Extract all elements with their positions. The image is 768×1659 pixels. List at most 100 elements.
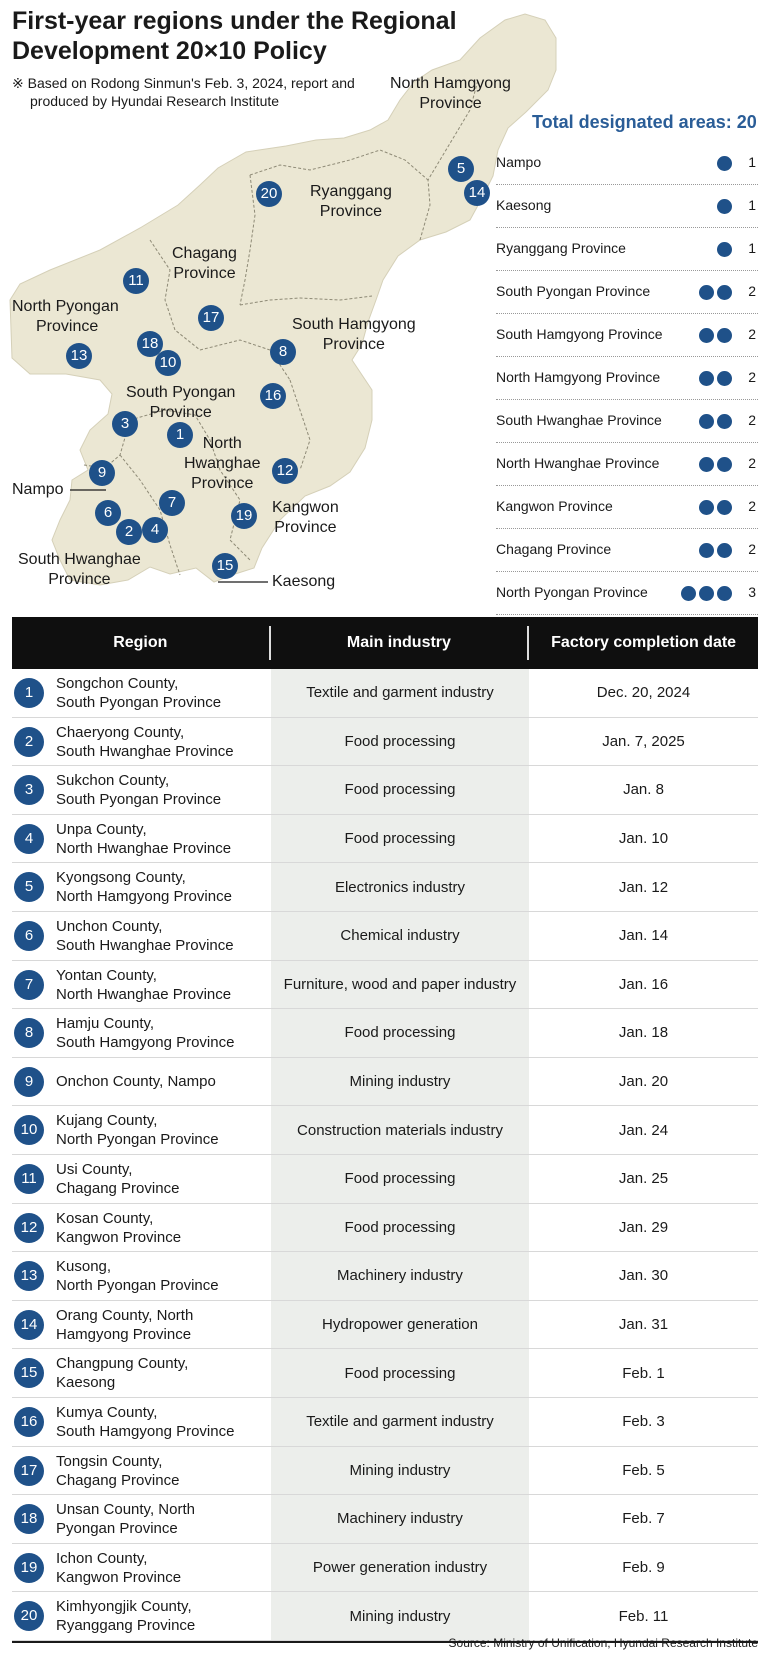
row-region-line: Kimhyongjik County,: [56, 1598, 192, 1615]
label-kaesong: Kaesong: [272, 572, 335, 592]
row-region-line: Ichon County,: [56, 1550, 147, 1567]
map-marker: 12: [272, 458, 298, 484]
row-region-line: South Hamgyong Province: [56, 1423, 234, 1440]
table-row: 8 Hamju County, South Hamgyong Province Foo…: [12, 1009, 758, 1058]
map-marker: 18: [137, 331, 163, 357]
tally-count: 1: [748, 240, 756, 256]
tally-dot: [717, 285, 732, 300]
table-row: 18 Unsan County, North Pyongan Province Mac…: [12, 1495, 758, 1544]
table-row: 12 Kosan County, Kangwon Province Food proc…: [12, 1204, 758, 1253]
row-number-badge: 6: [14, 921, 44, 951]
header-main-industry: Main industry: [271, 634, 528, 652]
map-marker: 1: [167, 422, 193, 448]
tally-row: South Pyongan Province 2: [496, 271, 758, 314]
map-marker: 4: [142, 517, 168, 543]
tally-dots: [699, 414, 732, 429]
row-region-line: Kosan County,: [56, 1210, 153, 1227]
label-kangwon: Kangwon Province: [272, 498, 339, 538]
tally-dots: [699, 543, 732, 558]
row-completion-date: Jan. 14: [529, 912, 758, 960]
row-main-industry: Food processing: [271, 1009, 529, 1057]
row-region-line: Unchon County,: [56, 918, 162, 935]
map-marker: 7: [159, 490, 185, 516]
row-completion-date: Feb. 1: [529, 1349, 758, 1397]
map-marker: 3: [112, 411, 138, 437]
table-row: 5 Kyongsong County, North Hamgyong Provinc…: [12, 863, 758, 912]
row-region-line: Hamgyong Province: [56, 1326, 191, 1343]
row-main-industry: Food processing: [271, 1204, 529, 1252]
row-region-line: Changpung County,: [56, 1355, 188, 1372]
table-row: 2 Chaeryong County, South Hwanghae Provinc…: [12, 718, 758, 767]
row-completion-date: Feb. 3: [529, 1398, 758, 1446]
row-region: Unsan County, North Pyongan Province: [56, 1500, 276, 1538]
row-region: Orang County, North Hamgyong Province: [56, 1306, 276, 1344]
row-region-line: Hamju County,: [56, 1015, 154, 1032]
tally-dots: [717, 156, 732, 171]
row-region-line: Kusong,: [56, 1258, 111, 1275]
row-region-line: Ryanggang Province: [56, 1617, 195, 1634]
tally-count: 2: [748, 283, 756, 299]
tally-dot: [699, 586, 714, 601]
row-region: Onchon County, Nampo: [56, 1072, 276, 1091]
table-row: 14 Orang County, North Hamgyong Province Hy…: [12, 1301, 758, 1350]
tally-count: 2: [748, 498, 756, 514]
tally-dot: [717, 414, 732, 429]
tally-row: Kangwon Province 2: [496, 486, 758, 529]
row-region-line: Kyongsong County,: [56, 869, 186, 886]
label-ryanggang: Ryanggang Province: [310, 182, 392, 222]
table-row: 3 Sukchon County, South Pyongan Province Fo…: [12, 766, 758, 815]
tally-row: South Hamgyong Province 2: [496, 314, 758, 357]
row-region-line: Kaesong: [56, 1374, 115, 1391]
row-region-line: Chagang Province: [56, 1180, 179, 1197]
row-completion-date: Jan. 24: [529, 1106, 758, 1154]
row-region-line: South Hwanghae Province: [56, 937, 234, 954]
row-region-line: South Pyongan Province: [56, 694, 221, 711]
row-number-badge: 19: [14, 1553, 44, 1583]
row-region: Changpung County, Kaesong: [56, 1354, 276, 1392]
row-number-badge: 17: [14, 1456, 44, 1486]
row-number-badge: 15: [14, 1358, 44, 1388]
row-completion-date: Jan. 30: [529, 1252, 758, 1300]
map-marker: 13: [66, 343, 92, 369]
row-region: Kumya County, South Hamgyong Province: [56, 1403, 276, 1441]
row-number-badge: 10: [14, 1115, 44, 1145]
row-completion-date: Dec. 20, 2024: [529, 669, 758, 717]
tally-row: North Hwanghae Province 2: [496, 443, 758, 486]
map-marker: 8: [270, 339, 296, 365]
tally-dot: [681, 586, 696, 601]
label-north-hwanghae: North Hwanghae Province: [184, 434, 261, 494]
regions-table: Region Main industry Factory completion …: [12, 617, 758, 1643]
map-marker: 9: [89, 460, 115, 486]
row-main-industry: Electronics industry: [271, 863, 529, 911]
map-marker: 15: [212, 553, 238, 579]
row-number-badge: 2: [14, 727, 44, 757]
row-main-industry: Mining industry: [271, 1447, 529, 1495]
tally-row: Nampo 1: [496, 142, 758, 185]
map-marker: 20: [256, 181, 282, 207]
row-region-line: Chaeryong County,: [56, 724, 184, 741]
tally-count: 2: [748, 455, 756, 471]
map-marker: 14: [464, 180, 490, 206]
table-row: 15 Changpung County, Kaesong Food processin…: [12, 1349, 758, 1398]
total-designated-areas: Total designated areas: 20: [532, 112, 757, 133]
row-region: Tongsin County, Chagang Province: [56, 1452, 276, 1490]
row-region: Kyongsong County, North Hamgyong Province: [56, 868, 276, 906]
tally-row: Chagang Province 2: [496, 529, 758, 572]
row-main-industry: Food processing: [271, 718, 529, 766]
table-row: 6 Unchon County, South Hwanghae Province Ch…: [12, 912, 758, 961]
row-region: Kimhyongjik County, Ryanggang Province: [56, 1597, 276, 1635]
table-header: Region Main industry Factory completion …: [12, 617, 758, 669]
tally-area-name: North Pyongan Province: [496, 584, 648, 600]
row-main-industry: Machinery industry: [271, 1252, 529, 1300]
tally-area-name: South Hwanghae Province: [496, 412, 662, 428]
tally-area-name: South Pyongan Province: [496, 283, 650, 299]
tally-dot: [717, 328, 732, 343]
tally-dot: [699, 457, 714, 472]
row-region-line: Onchon County, Nampo: [56, 1073, 216, 1090]
row-main-industry: Food processing: [271, 815, 529, 863]
tally-row: South Hwanghae Province 2: [496, 400, 758, 443]
tally-dot: [717, 543, 732, 558]
row-completion-date: Jan. 18: [529, 1009, 758, 1057]
row-region-line: Kangwon Province: [56, 1569, 181, 1586]
row-completion-date: Jan. 7, 2025: [529, 718, 758, 766]
